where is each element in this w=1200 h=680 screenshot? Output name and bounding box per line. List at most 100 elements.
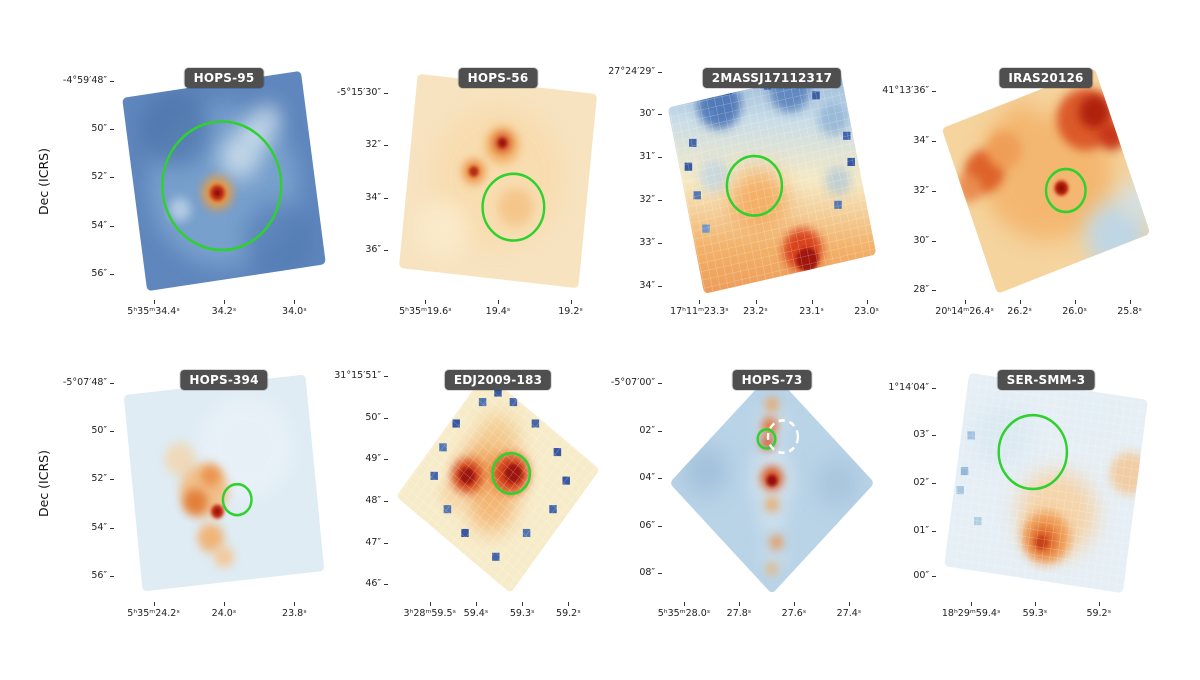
y-tick-label: 30″ (639, 108, 655, 120)
x-axis-ticks: 5ʰ35ᵐ28.0ˢ 27.8ˢ 27.6ˢ 27.4ˢ (658, 602, 882, 622)
map-plot: HOPS-56 (388, 62, 608, 300)
x-tick-label: 59.2ˢ (1086, 608, 1112, 619)
y-tick-label: 49″ (365, 453, 381, 465)
heatmap-image (122, 70, 326, 292)
x-tick-label: 59.3ˢ (509, 608, 535, 619)
y-tick-label: 33″ (639, 236, 655, 248)
y-tick-mark (932, 483, 936, 484)
y-tick-label: 50″ (365, 411, 381, 423)
x-tick-mark (739, 602, 740, 606)
panels-row-2: -5°07′48″ 50″ 52″ 54″ 56″ HOPS-394 5ʰ35ᵐ24.2… (60, 364, 1156, 622)
panel: 1°14′04″ 03″ 02″ 01″ 00″ SER-SMM-3 18ʰ29ᵐ59.… (882, 364, 1156, 622)
x-tick-mark (224, 602, 225, 606)
map-plot: SER-SMM-3 (936, 364, 1156, 602)
x-tick-mark (811, 300, 813, 304)
y-tick-label: 1°14′04″ (888, 381, 929, 393)
source-name-badge: HOPS-95 (184, 68, 264, 88)
y-tick-label: 02″ (913, 477, 929, 488)
aperture-circle (491, 451, 532, 496)
y-tick-mark (384, 145, 388, 147)
x-tick-label: 27.8ˢ (726, 608, 752, 619)
y-tick-mark (932, 387, 936, 389)
y-tick-mark (658, 114, 662, 116)
heatmap-image (396, 372, 600, 594)
x-tick-label: 59.2ˢ (556, 608, 581, 619)
panel: -5°07′00″ 02″ 04″ 06″ 08″ HOPS-73 5ʰ35ᵐ28.0ˢ… (608, 364, 882, 622)
y-tick-label: 28″ (913, 284, 929, 296)
x-tick-mark (568, 602, 570, 606)
x-tick-mark (1129, 300, 1131, 304)
heatmap-image (667, 68, 877, 294)
y-tick-mark (658, 71, 662, 73)
aperture-circle (161, 120, 283, 252)
panel: -4°59′48″ 50″ 52″ 54″ 56″ HOPS-95 5ʰ35ᵐ34.4ˢ… (60, 62, 334, 320)
x-tick-mark (1035, 602, 1036, 606)
y-tick-mark (110, 479, 114, 481)
y-tick-mark (658, 478, 662, 480)
y-tick-mark (932, 290, 936, 292)
map-plot: HOPS-394 (114, 364, 334, 602)
y-tick-label: 04″ (639, 472, 655, 484)
y-tick-mark (384, 92, 388, 94)
aperture-circle (997, 413, 1069, 491)
x-tick-label: 34.0ˢ (282, 306, 307, 317)
figure-row-2: Dec (ICRS) -5°07′48″ 50″ 52″ 54″ 56″ HOPS-39… (26, 320, 1200, 622)
x-tick-label: 19.2ˢ (558, 306, 583, 317)
x-tick-mark (1019, 300, 1021, 304)
x-tick-mark (794, 602, 795, 606)
x-tick-mark (570, 300, 572, 304)
y-tick-mark (658, 285, 662, 287)
y-tick-label: 32″ (365, 139, 381, 151)
source-name-badge: SER-SMM-3 (997, 370, 1095, 390)
y-tick-label: 34″ (913, 134, 929, 146)
dec-axis-label-text: Dec (ICRS) (35, 449, 51, 517)
y-axis-ticks: 31°15′51″ 50″ 49″ 48″ 47″ 46″ (334, 364, 388, 602)
x-tick-label: 20ʰ14ᵐ26.4ˢ (935, 306, 994, 317)
y-tick-label: 02″ (639, 424, 655, 436)
y-axis-ticks: -4°59′48″ 50″ 52″ 54″ 56″ (60, 62, 114, 300)
x-tick-label: 5ʰ35ᵐ24.2ˢ (127, 608, 180, 619)
x-tick-label: 27.6ˢ (781, 608, 807, 619)
x-tick-mark (866, 300, 868, 304)
x-tick-label: 23.8ˢ (282, 608, 307, 619)
y-tick-label: 54″ (91, 522, 107, 534)
y-tick-mark (110, 430, 114, 432)
y-tick-label: 32″ (639, 194, 655, 206)
x-tick-mark (476, 602, 477, 606)
y-tick-label: 06″ (639, 519, 655, 531)
y-tick-mark (384, 542, 388, 544)
x-tick-label: 34.2ˢ (211, 306, 237, 317)
panels-row-1: -4°59′48″ 50″ 52″ 54″ 56″ HOPS-95 5ʰ35ᵐ34.4ˢ… (60, 62, 1156, 320)
y-tick-mark (932, 140, 936, 142)
y-axis-ticks: -5°07′00″ 02″ 04″ 06″ 08″ (608, 364, 662, 602)
x-tick-mark (684, 602, 685, 606)
source-name-badge: HOPS-394 (180, 370, 268, 390)
x-tick-mark (294, 300, 296, 304)
y-tick-label: 36″ (365, 244, 381, 256)
y-tick-label: 31″ (639, 151, 655, 163)
y-tick-mark (110, 81, 114, 83)
y-tick-mark (110, 226, 114, 228)
x-tick-mark (1074, 300, 1076, 304)
y-tick-mark (658, 525, 662, 527)
y-tick-mark (658, 573, 662, 575)
y-axis-ticks: 1°14′04″ 03″ 02″ 01″ 00″ (882, 364, 936, 602)
y-tick-label: 31°15′51″ (334, 369, 381, 381)
panel: 31°15′51″ 50″ 49″ 48″ 47″ 46″ EDJ2009-183 3ʰ2… (334, 364, 608, 622)
y-tick-label: 01″ (913, 524, 929, 536)
source-name-badge: IRAS20126 (999, 68, 1093, 88)
y-tick-label: 46″ (365, 578, 381, 590)
x-axis-ticks: 5ʰ35ᵐ24.2ˢ 24.0ˢ 23.8ˢ (114, 602, 334, 622)
y-tick-label: -4°59′48″ (62, 75, 107, 87)
y-tick-mark (932, 575, 936, 577)
y-tick-mark (384, 375, 388, 377)
source-name-badge: 2MASSJ17112317 (702, 68, 842, 88)
aperture-circle (481, 172, 546, 242)
y-tick-mark (384, 250, 388, 252)
y-tick-label: 34″ (365, 191, 381, 203)
x-tick-mark (153, 602, 155, 606)
x-tick-mark (294, 602, 296, 606)
y-tick-mark (658, 200, 662, 202)
x-tick-mark (153, 300, 155, 304)
x-tick-label: 17ʰ11ᵐ23.3ˢ (670, 306, 729, 317)
